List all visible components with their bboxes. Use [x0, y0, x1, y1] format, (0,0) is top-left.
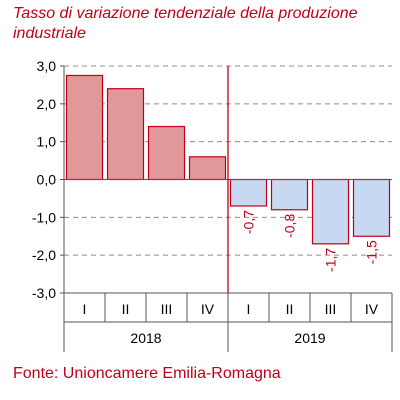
- axes: [60, 65, 393, 352]
- category-label: II: [286, 301, 294, 317]
- category-label: IV: [365, 301, 379, 317]
- data-label: -0,8: [282, 214, 298, 238]
- bar: [147, 125, 186, 181]
- category-label: I: [83, 301, 87, 317]
- y-tick-label: 1,0: [37, 134, 57, 150]
- y-tick-label: -2,0: [32, 247, 56, 263]
- labels: 3,02,01,00,0-1,0-2,0-3,0I II III IV I II III IV…: [32, 58, 380, 346]
- bar: [188, 156, 227, 181]
- data-label: -1,7: [323, 248, 339, 272]
- group-label: 2019: [294, 330, 325, 346]
- category-label: II: [122, 301, 130, 317]
- category-label: III: [161, 301, 173, 317]
- y-tick-label: -3,0: [32, 285, 56, 301]
- category-label: III: [325, 301, 337, 317]
- bar: [270, 178, 309, 211]
- group-label: 2018: [130, 330, 161, 346]
- chart-title: Tasso di variazione tendenziale della pr…: [13, 5, 358, 42]
- bar: [106, 88, 145, 181]
- source-note: Fonte: Unioncamere Emilia-Romagna: [13, 365, 281, 382]
- category-label: I: [247, 301, 251, 317]
- y-tick-label: 3,0: [37, 58, 57, 74]
- data-label: -1,5: [364, 240, 380, 264]
- data-label: -0,7: [241, 210, 257, 234]
- category-label: IV: [201, 301, 215, 317]
- y-tick-label: 0,0: [37, 172, 57, 188]
- bar: [65, 74, 104, 181]
- y-tick-label: -1,0: [32, 209, 56, 225]
- y-tick-label: 2,0: [37, 96, 57, 112]
- bar: [311, 178, 350, 245]
- bar: [229, 178, 268, 207]
- bar: [352, 178, 391, 237]
- bars: [65, 74, 391, 245]
